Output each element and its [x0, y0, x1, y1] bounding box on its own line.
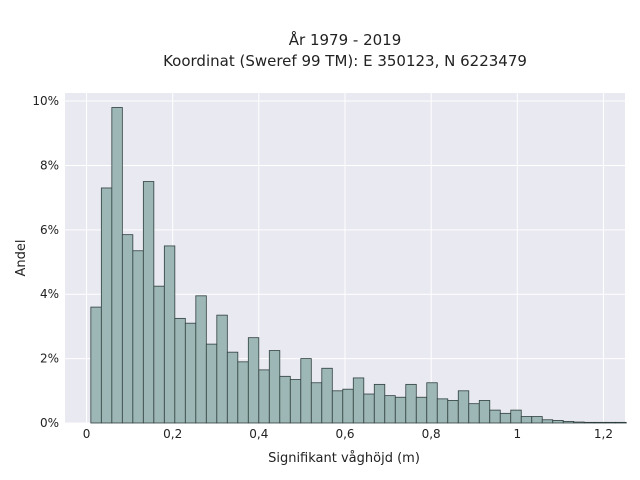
- histogram-bar: [268, 350, 281, 424]
- histogram-bar: [478, 400, 491, 424]
- histogram-bar: [300, 358, 312, 424]
- histogram-bar: [216, 314, 228, 424]
- x-tick-label: 0,4: [249, 427, 268, 441]
- histogram-bar: [163, 245, 176, 424]
- y-tick-label: 6%: [40, 223, 59, 237]
- histogram-bar: [384, 395, 396, 424]
- y-tick-label: 0%: [40, 416, 59, 430]
- histogram-bar: [594, 421, 606, 424]
- histogram-bar: [373, 383, 386, 424]
- histogram-bar: [531, 416, 543, 424]
- x-axis-ticks: 0 0,2 0,4 0,6 0,8 1 1,2: [83, 427, 613, 441]
- histogram-bar: [552, 420, 564, 424]
- histogram-bar: [541, 419, 554, 424]
- histogram-bar: [100, 187, 113, 424]
- histogram-bar: [457, 390, 470, 424]
- histogram-bar: [321, 367, 333, 424]
- histogram-bar: [258, 369, 270, 424]
- y-tick-label: 8%: [40, 158, 59, 172]
- histogram-bar: [279, 375, 291, 424]
- y-axis-label: Andel: [14, 240, 29, 277]
- histogram-bar: [573, 421, 585, 424]
- histogram-bar: [520, 416, 533, 424]
- y-axis-ticks: 0% 2% 4% 6% 8% 10%: [32, 94, 59, 430]
- histogram-bar: [436, 398, 449, 424]
- histogram-bar: [468, 403, 480, 424]
- histogram-bar: [615, 421, 627, 424]
- x-tick-label: 0,2: [163, 427, 182, 441]
- histogram-bars: [90, 107, 627, 424]
- histogram-bar: [583, 421, 596, 424]
- histogram-bar: [342, 388, 354, 424]
- histogram-bar: [174, 317, 186, 424]
- histogram-bar: [604, 421, 617, 424]
- x-tick-label: 1,2: [594, 427, 613, 441]
- histogram-bar: [426, 382, 438, 424]
- histogram-bar: [447, 400, 459, 424]
- y-tick-label: 10%: [32, 94, 59, 108]
- y-tick-label: 4%: [40, 287, 59, 301]
- histogram-bar: [415, 396, 428, 424]
- histogram-bar: [331, 390, 344, 424]
- x-tick-label: 1: [513, 427, 521, 441]
- chart-title-line1: År 1979 - 2019: [289, 30, 402, 49]
- histogram-bar: [184, 322, 197, 424]
- histogram-bar: [226, 351, 239, 424]
- x-tick-label: 0: [83, 427, 91, 441]
- histogram-bar: [289, 379, 302, 424]
- histogram-bar: [405, 383, 417, 424]
- histogram-bar: [237, 361, 249, 424]
- histogram-bar: [90, 306, 102, 424]
- x-tick-label: 0,6: [335, 427, 354, 441]
- histogram-bar: [111, 107, 123, 424]
- histogram-bar: [310, 382, 323, 424]
- x-axis-label: Signifikant våghöjd (m): [268, 451, 420, 466]
- histogram-bar: [394, 396, 407, 424]
- histogram-bar: [132, 250, 144, 424]
- histogram-bar: [205, 343, 218, 424]
- histogram-bar: [352, 377, 365, 424]
- histogram-bar: [499, 412, 512, 424]
- chart-title-line2: Koordinat (Sweref 99 TM): E 350123, N 62…: [163, 52, 527, 70]
- histogram-bar: [247, 337, 260, 424]
- histogram-bar: [510, 409, 522, 424]
- histogram-bar: [195, 295, 207, 424]
- histogram-bar: [142, 181, 155, 424]
- histogram-bar: [562, 420, 575, 424]
- x-tick-label: 0,8: [422, 427, 441, 441]
- histogram-bar: [121, 234, 134, 424]
- y-tick-label: 2%: [40, 352, 59, 366]
- histogram-bar: [363, 393, 375, 424]
- histogram-bar: [153, 285, 165, 424]
- histogram-bar: [489, 409, 501, 424]
